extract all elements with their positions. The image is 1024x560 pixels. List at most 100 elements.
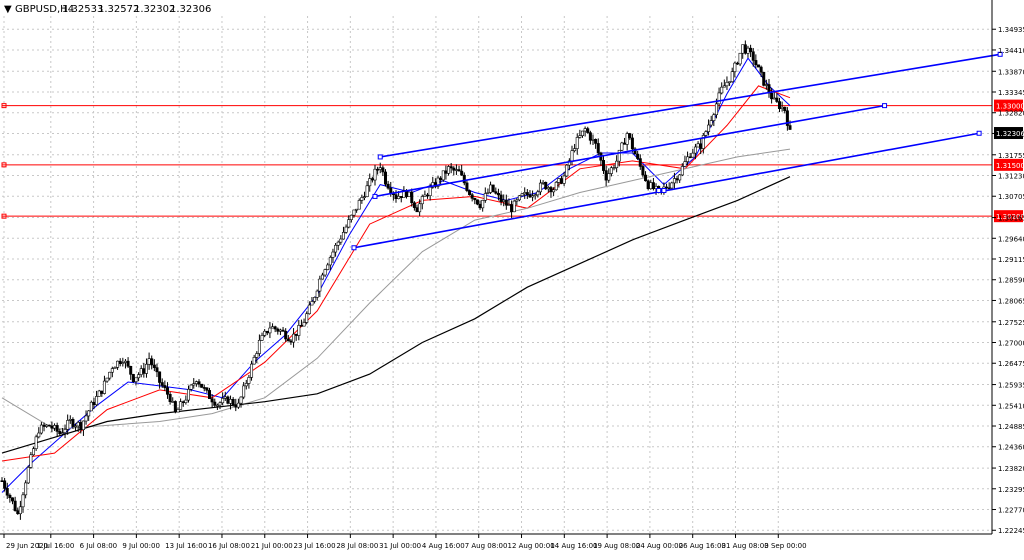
candle-body	[305, 313, 309, 323]
candle-body	[5, 488, 9, 496]
candle-body	[265, 330, 269, 334]
x-tick-label: 28 Jul 08:00	[336, 542, 378, 550]
channel-top-end-handle[interactable]	[997, 51, 1003, 57]
candle-body	[418, 203, 422, 213]
candle-body	[397, 196, 401, 199]
channel-top-start-handle[interactable]	[377, 154, 383, 160]
trend-channel[interactable]	[351, 51, 1003, 251]
candle-body	[344, 226, 348, 233]
candle-body	[299, 325, 303, 327]
level-price-label: 1.31500	[996, 162, 1024, 170]
candle-body	[675, 178, 679, 181]
candle-body	[554, 182, 558, 191]
candle-body	[102, 380, 106, 394]
level-handle[interactable]	[1, 162, 7, 168]
candle-body	[331, 251, 335, 258]
candle-body	[777, 101, 781, 109]
candle-body	[113, 367, 117, 369]
candle-body	[108, 371, 112, 379]
candle-body	[478, 203, 482, 209]
candle-body	[573, 148, 577, 152]
candle-body	[271, 326, 275, 329]
candle-body	[42, 424, 46, 427]
candle-body	[215, 404, 219, 407]
candle-body	[515, 199, 519, 202]
candle-body	[273, 326, 277, 330]
candle-body	[486, 192, 490, 194]
candle-body	[257, 340, 261, 354]
channel-middle-start-handle[interactable]	[372, 193, 378, 199]
level-handle[interactable]	[1, 103, 7, 109]
candle-body	[247, 377, 251, 384]
candle-body	[286, 338, 290, 342]
candle-body	[489, 184, 493, 193]
candle-body	[218, 402, 222, 406]
candle-body	[176, 409, 180, 413]
candle-body	[39, 424, 43, 434]
channel-bottom-start-handle[interactable]	[351, 245, 357, 251]
candle-body	[45, 424, 49, 427]
candle-body	[68, 419, 72, 421]
candle-body	[588, 132, 592, 141]
candle-body	[223, 396, 227, 399]
candle-body	[236, 402, 240, 408]
menu-glyph[interactable]: ▼	[4, 4, 12, 15]
candle-body	[150, 358, 154, 366]
candle-body	[775, 97, 779, 102]
candle-body	[134, 377, 138, 382]
channel-top[interactable]	[380, 53, 1001, 158]
candle-body	[63, 429, 67, 433]
candle-body	[355, 208, 359, 211]
candle-body	[381, 167, 385, 173]
candle-body	[66, 420, 70, 430]
candle-body	[502, 199, 506, 202]
x-tick-label: 24 Aug 00:00	[636, 542, 683, 550]
channel-middle-end-handle[interactable]	[882, 103, 888, 109]
candle-body	[460, 170, 464, 176]
moving-average-ma-slow	[1, 148, 791, 430]
candle-body	[53, 425, 57, 429]
candle-body	[144, 363, 148, 374]
ohlc-high: 1.32572	[98, 4, 139, 15]
candle-body	[24, 482, 28, 496]
level-handle[interactable]	[1, 213, 7, 219]
y-tick-label: 1.28065	[998, 297, 1024, 305]
candle-body	[707, 124, 711, 132]
candle-body	[628, 133, 632, 139]
candle-body	[231, 398, 235, 405]
candle-body	[454, 169, 458, 171]
x-tick-label: 4 Aug 16:00	[422, 542, 465, 550]
candle-body	[507, 204, 511, 206]
candle-body	[0, 480, 4, 482]
candle-body	[623, 142, 627, 145]
candle-body	[268, 327, 272, 334]
candle-body	[26, 467, 30, 484]
candle-body	[680, 166, 684, 176]
channel-bottom-end-handle[interactable]	[976, 130, 982, 136]
candle-body	[181, 401, 185, 404]
candle-body	[583, 128, 587, 132]
candle-body	[197, 381, 201, 385]
candle-body	[55, 425, 59, 432]
candle-body	[229, 398, 233, 404]
y-tick-label: 1.31755	[998, 152, 1024, 160]
horizontal-levels[interactable]: 1.33000 1.31500 1.30200	[1, 99, 1024, 223]
candle-body	[617, 149, 621, 162]
x-tick-label: 1 Jul 16:00	[37, 542, 75, 550]
channel-lower-marker-end-handle[interactable]	[661, 188, 667, 194]
candle-body	[95, 396, 99, 406]
candle-body	[670, 182, 674, 189]
candle-body	[179, 401, 183, 410]
y-tick-label: 1.27000	[998, 340, 1024, 348]
ohlc-low: 1.32302	[134, 4, 175, 15]
channel-bottom[interactable]	[353, 132, 980, 249]
candle-body	[612, 167, 616, 169]
candle-body	[192, 383, 196, 386]
candle-body	[686, 156, 690, 162]
candle-body	[496, 192, 500, 196]
y-tick-label: 1.32820	[998, 110, 1024, 118]
channel-middle[interactable]	[374, 104, 885, 198]
channel-lower-marker-start-handle[interactable]	[656, 188, 662, 194]
